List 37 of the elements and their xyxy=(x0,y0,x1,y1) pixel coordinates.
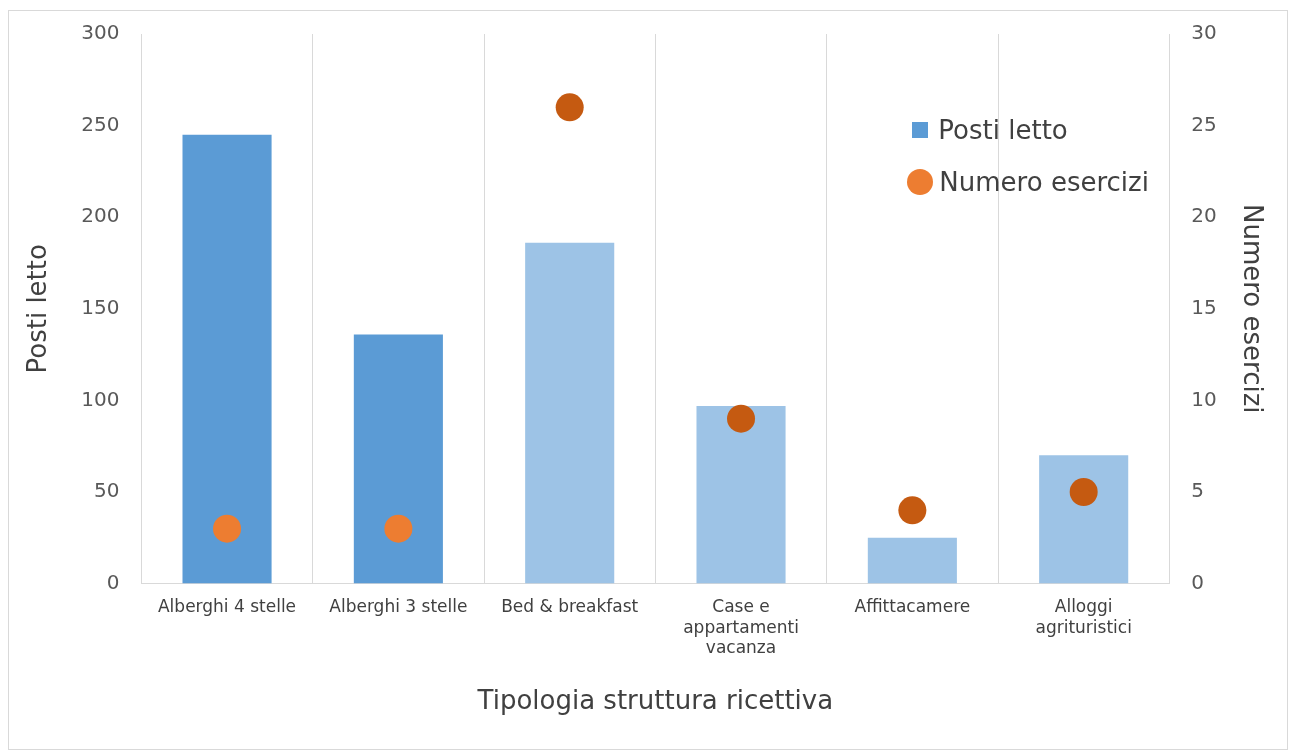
y-axis-title: Posti letto xyxy=(22,244,53,374)
point xyxy=(384,514,413,543)
x-tick-label: Case e appartamenti vacanza xyxy=(683,596,799,658)
x-tick-label: Alberghi 3 stelle xyxy=(329,596,468,617)
x-tick-label: Alloggi agrituristici xyxy=(1035,596,1132,637)
bar xyxy=(867,537,957,584)
y2-tick-label: 20 xyxy=(1191,203,1217,228)
y-tick-label: 250 xyxy=(81,111,120,136)
bar xyxy=(525,242,615,584)
x-tick-label: Bed & breakfast xyxy=(501,596,639,617)
y2-axis-title: Numero esercizi xyxy=(1237,204,1268,414)
y2-tick-label: 10 xyxy=(1191,386,1217,411)
y-tick-label: 200 xyxy=(81,203,120,228)
bar xyxy=(182,134,272,584)
y-tick-label: 150 xyxy=(81,295,120,319)
point xyxy=(898,496,927,525)
x-axis-title: Tipologia struttura ricettiva xyxy=(476,685,834,716)
bar xyxy=(696,405,786,584)
y2-tick-label: 25 xyxy=(1191,111,1217,136)
y2-tick-label: 5 xyxy=(1191,478,1205,503)
point xyxy=(727,404,756,433)
y-tick-label: 0 xyxy=(106,569,120,594)
y2-tick-label: 15 xyxy=(1191,295,1217,319)
x-tick-label: Affittacamere xyxy=(854,596,971,617)
point xyxy=(555,93,584,122)
x-tick-label: Alberghi 4 stelle xyxy=(157,596,297,617)
y2-tick-label: 30 xyxy=(1191,20,1217,45)
legend-label: Numero esercizi xyxy=(939,167,1149,197)
y-tick-label: 300 xyxy=(81,20,120,45)
bar xyxy=(353,334,443,584)
point xyxy=(1069,478,1098,506)
y-tick-label: 50 xyxy=(93,478,120,503)
y2-tick-label: 0 xyxy=(1191,569,1205,594)
legend-label: Posti letto xyxy=(938,115,1068,145)
point xyxy=(213,514,242,543)
bar xyxy=(1039,455,1129,584)
y-tick-label: 100 xyxy=(81,386,120,411)
